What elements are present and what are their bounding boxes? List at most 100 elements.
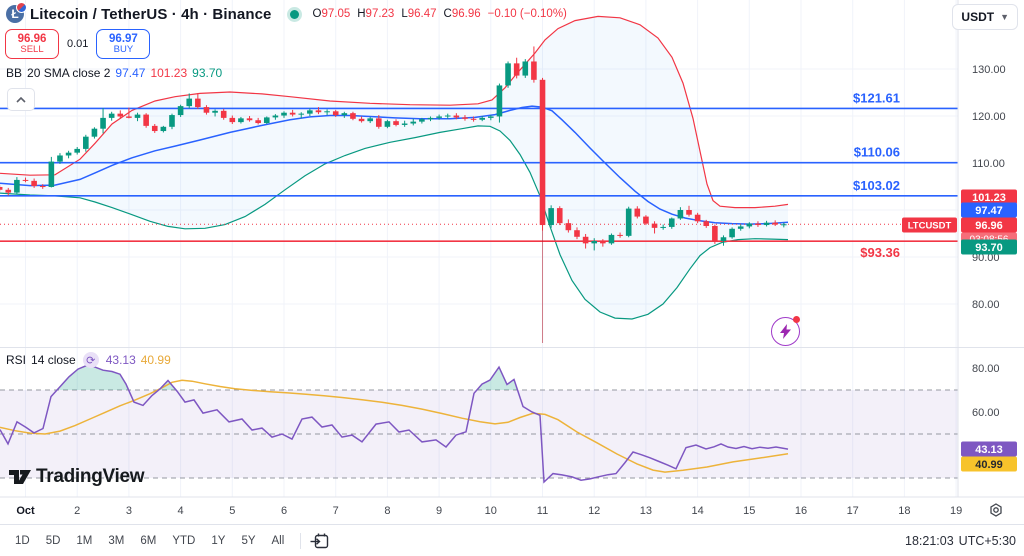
svg-text:43.13: 43.13	[975, 444, 1003, 456]
candle	[746, 223, 753, 227]
currency-dropdown[interactable]: USDT ▼	[952, 4, 1018, 30]
toolbar-divider	[300, 532, 302, 549]
rsi-ma-line	[0, 379, 789, 473]
range-ytd[interactable]: YTD	[172, 534, 196, 547]
close-value: 96.96	[451, 8, 481, 20]
tradingview-logo[interactable]: TradingView	[8, 466, 145, 488]
chart-canvas[interactable]: $121.61 $110.06 $103.02 $93.36 130.00 120.00 1…	[0, 0, 1024, 524]
candle	[470, 118, 477, 120]
candle	[108, 113, 115, 118]
candle	[574, 230, 580, 237]
range-5d[interactable]: 5D	[45, 534, 61, 547]
price-axis[interactable]: 130.00120.00110.00100.0090.0080.0080.006…	[972, 64, 1006, 463]
time-tick-label: Oct	[16, 505, 35, 517]
chevron-down-icon: ▼	[1000, 12, 1009, 22]
candle	[780, 224, 787, 226]
rsi-params: 14 close	[31, 353, 76, 367]
level-label: $93.36	[860, 245, 900, 260]
candle	[74, 148, 81, 153]
range-6m[interactable]: 6M	[140, 534, 157, 547]
market-status-icon[interactable]	[289, 9, 299, 19]
candle	[720, 237, 727, 242]
candle	[143, 114, 149, 126]
symbol-tag	[902, 217, 957, 233]
price-tick-label: 130.00	[972, 64, 1006, 76]
candle	[419, 119, 425, 122]
calendar-arrow-icon	[310, 533, 329, 549]
candle	[246, 118, 253, 121]
candle	[488, 116, 494, 118]
svg-text:93.70: 93.70	[975, 242, 1003, 254]
candle	[203, 107, 210, 113]
high-value: 97.23	[365, 8, 395, 20]
candle	[126, 116, 132, 118]
range-1y[interactable]: 1Y	[211, 534, 226, 547]
price-tick-label: 110.00	[972, 158, 1005, 170]
candle	[151, 125, 158, 132]
candle	[332, 111, 339, 116]
low-value: 96.47	[407, 8, 437, 20]
range-all[interactable]: All	[271, 534, 285, 547]
symbol-title[interactable]: Litecoin / TetherUS · 4h · Binance	[30, 5, 272, 23]
time-tick-label: 14	[691, 505, 703, 517]
level-label: $121.61	[853, 90, 900, 105]
spread-value: 0.01	[67, 38, 89, 50]
axis-settings-icon[interactable]	[990, 503, 1002, 517]
collapse-legend-button[interactable]	[7, 88, 35, 111]
candle	[600, 241, 606, 244]
rsi-ma-value: 40.99	[140, 353, 171, 367]
go-to-date-button[interactable]	[310, 531, 329, 550]
change-value: −0.10 (−0.10%)	[487, 8, 567, 20]
candle	[5, 189, 12, 193]
clock[interactable]: 18:21:03 UTC+5:30	[905, 534, 1016, 548]
svg-text:40.99: 40.99	[975, 459, 1003, 471]
time-tick-label: 17	[847, 505, 859, 517]
notification-dot	[793, 316, 800, 323]
sell-button[interactable]: 96.96 SELL	[5, 29, 59, 59]
candle	[212, 110, 218, 113]
candle	[737, 226, 744, 229]
buy-button[interactable]: 96.97 BUY	[96, 29, 151, 59]
candle	[531, 61, 537, 80]
candle	[57, 155, 63, 162]
price-badge	[961, 189, 1017, 205]
rsi-name: RSI	[6, 353, 27, 367]
range-1m[interactable]: 1M	[76, 534, 93, 547]
rsi-indicator-legend[interactable]: RSI 14 close ⟳ 43.13 40.99	[6, 352, 171, 368]
time-axis[interactable]: Oct 2 3 4 5 6 7 8 9 10 11 12 13 14 15 16 17 18 19	[16, 503, 1002, 517]
candle	[548, 208, 554, 226]
candle	[755, 223, 761, 226]
price-tick-label: 120.00	[972, 111, 1006, 123]
range-5y[interactable]: 5Y	[241, 534, 256, 547]
time-tick-label: 16	[795, 505, 807, 517]
time-tick-label: 15	[743, 505, 755, 517]
range-1d[interactable]: 1D	[15, 534, 30, 547]
candle	[100, 117, 106, 129]
rsi-tick-label: 80.00	[972, 363, 1000, 375]
candle	[660, 226, 666, 228]
time-tick-label: 9	[436, 505, 442, 517]
bb-indicator-legend[interactable]: BB 20 SMA close 2 97.47 101.23 93.70	[6, 66, 222, 80]
rsi-pane	[0, 365, 958, 484]
tradingview-logo-icon	[9, 470, 31, 484]
litecoin-logo-icon[interactable]: Ł	[6, 2, 27, 23]
range-3m[interactable]: 3M	[108, 534, 125, 547]
lightning-bolt-icon	[780, 324, 791, 339]
candle	[160, 126, 167, 132]
time-tick-label: 2	[74, 505, 80, 517]
candle	[14, 179, 20, 193]
price-axis-badges: 101.2397.47LTCUSDT96.9603:08:5693.7043.1…	[902, 189, 1017, 472]
candle	[410, 121, 417, 124]
time-tick-label: 6	[281, 505, 287, 517]
candle	[350, 113, 356, 119]
candle	[307, 110, 313, 114]
time-tick-label: 5	[229, 505, 235, 517]
candle	[643, 216, 649, 224]
price-badge	[961, 202, 1017, 218]
bb-basis-line	[0, 105, 789, 225]
level-label: $110.06	[854, 145, 900, 160]
flash-events-icon[interactable]	[771, 316, 800, 346]
symbol-header: Ł Litecoin / TetherUS · 4h · Binance O97…	[6, 2, 567, 23]
time-tick-label: 12	[588, 505, 600, 517]
